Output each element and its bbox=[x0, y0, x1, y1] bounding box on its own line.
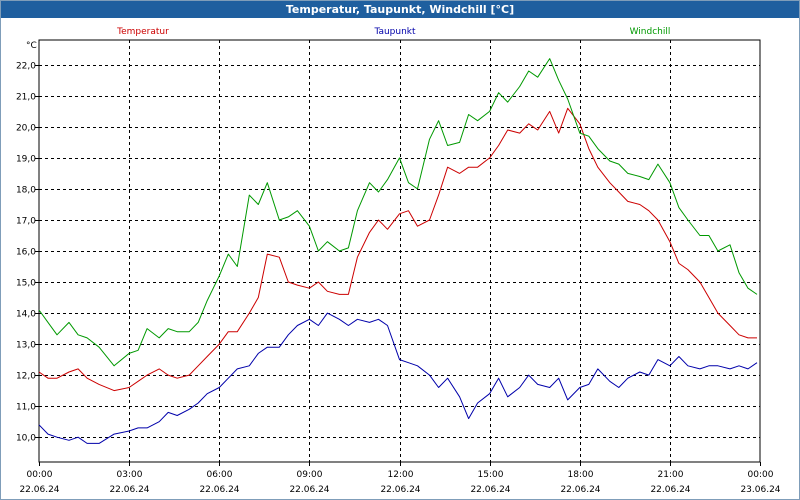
legend-windchill: Windchill bbox=[630, 27, 671, 37]
y-tick-label: 10,0 bbox=[16, 434, 36, 444]
y-tick-label: 22,0 bbox=[16, 62, 36, 72]
series-line-temperatur bbox=[38, 107, 757, 392]
x-tick-date: 22.06.24 bbox=[19, 485, 59, 495]
series-line-taupunkt bbox=[38, 312, 758, 444]
series-lines bbox=[38, 58, 758, 444]
x-tick-time: 21:00 bbox=[658, 470, 684, 480]
x-tick-time: 12:00 bbox=[388, 470, 414, 480]
x-tick-time: 00:00 bbox=[27, 470, 53, 480]
y-tick-label: 16,0 bbox=[16, 248, 36, 258]
grid bbox=[39, 40, 760, 462]
x-tick-date: 23.06.24 bbox=[740, 485, 780, 495]
x-tick-date: 22.06.24 bbox=[289, 485, 329, 495]
x-tick-date: 22.06.24 bbox=[560, 485, 600, 495]
axes: 10,0 11,0 12,0 13,0 14,0 15,0 16,0 17,0 18,0 19,0… bbox=[16, 41, 781, 495]
y-tick-label: 15,0 bbox=[16, 279, 36, 289]
y-tick-label: 18,0 bbox=[16, 186, 36, 196]
legend-temperatur: Temperatur bbox=[116, 27, 169, 37]
legend: Temperatur Taupunkt Windchill bbox=[116, 27, 670, 37]
chart-title: Temperatur, Taupunkt, Windchill [°C] bbox=[1, 1, 799, 18]
x-tick-time: 00:00 bbox=[748, 470, 774, 480]
y-axis-label: °C bbox=[26, 41, 37, 51]
y-tick-label: 12,0 bbox=[16, 372, 36, 382]
x-tick-time: 15:00 bbox=[478, 470, 504, 480]
x-tick-date: 22.06.24 bbox=[380, 485, 420, 495]
y-tick-label: 20,0 bbox=[16, 124, 36, 134]
x-tick-time: 06:00 bbox=[207, 470, 233, 480]
x-tick-time: 03:00 bbox=[117, 470, 143, 480]
x-tick-date: 22.06.24 bbox=[650, 485, 690, 495]
x-tick-date: 22.06.24 bbox=[199, 485, 239, 495]
x-tick-time: 18:00 bbox=[568, 470, 594, 480]
legend-taupunkt: Taupunkt bbox=[373, 27, 416, 37]
y-tick-label: 17,0 bbox=[16, 217, 36, 227]
y-tick-label: 21,0 bbox=[16, 93, 36, 103]
x-tick-date: 22.06.24 bbox=[109, 485, 149, 495]
x-tick-date: 22.06.24 bbox=[470, 485, 510, 495]
x-tick-time: 09:00 bbox=[297, 470, 323, 480]
y-tick-label: 14,0 bbox=[16, 310, 36, 320]
y-tick-label: 11,0 bbox=[16, 403, 36, 413]
y-tick-label: 19,0 bbox=[16, 155, 36, 165]
y-tick-label: 13,0 bbox=[16, 341, 36, 351]
series-line-windchill bbox=[38, 58, 758, 367]
